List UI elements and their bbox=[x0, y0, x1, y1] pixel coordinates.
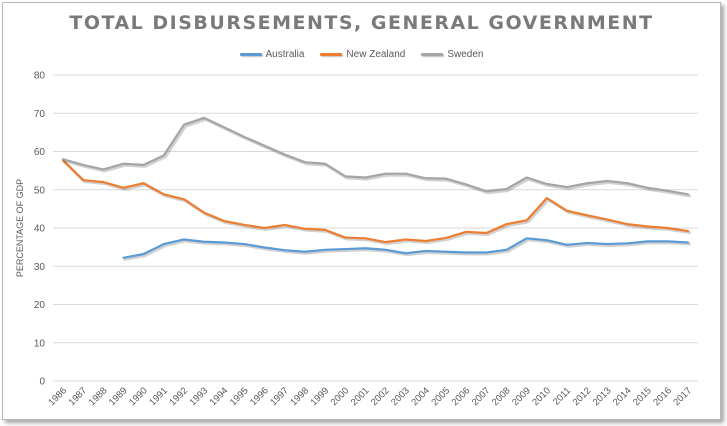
legend-item-australia: Australia bbox=[239, 49, 305, 60]
x-tick-label: 1988 bbox=[87, 385, 110, 408]
y-tick-label: 10 bbox=[34, 338, 46, 349]
chart-title: TOTAL DISBURSEMENTS, GENERAL GOVERNMENT bbox=[69, 12, 654, 34]
x-tick-label: 2016 bbox=[651, 385, 674, 408]
legend-swatch bbox=[239, 53, 262, 56]
chart-legend: Australia New Zealand Sweden bbox=[3, 48, 720, 60]
x-tick-label: 1999 bbox=[308, 385, 331, 408]
y-axis-label: PERCENTAGE OF GDP bbox=[15, 179, 25, 277]
x-tick-label: 1997 bbox=[268, 385, 291, 408]
series-shadow bbox=[123, 238, 691, 261]
legend-item-sweden: Sweden bbox=[421, 49, 483, 60]
legend-label: Australia bbox=[265, 49, 305, 60]
x-tick-label: 1990 bbox=[127, 385, 150, 408]
x-tick-label: 2001 bbox=[349, 385, 372, 408]
legend-label: New Zealand bbox=[346, 49, 406, 60]
x-tick-label: 1996 bbox=[248, 385, 271, 408]
y-tick-label: 30 bbox=[34, 262, 46, 273]
x-tick-label: 2013 bbox=[591, 385, 614, 408]
series-shadow bbox=[63, 117, 691, 198]
x-tick-label: 1991 bbox=[147, 385, 170, 408]
x-tick-label: 2014 bbox=[611, 385, 634, 408]
x-tick-label: 1989 bbox=[107, 385, 130, 408]
series-line-australia bbox=[122, 237, 690, 259]
x-tick-label: 2008 bbox=[490, 385, 513, 408]
y-tick-label: 20 bbox=[34, 300, 46, 311]
y-tick-label: 60 bbox=[34, 147, 46, 158]
x-tick-label: 2005 bbox=[429, 385, 452, 408]
series-line-new-zealand bbox=[61, 159, 690, 244]
y-tick-label: 80 bbox=[34, 71, 46, 82]
legend-swatch bbox=[320, 53, 343, 56]
y-tick-label: 40 bbox=[34, 224, 46, 235]
legend-label: Sweden bbox=[447, 49, 484, 60]
series-line-sweden bbox=[61, 116, 690, 196]
x-tick-label: 1993 bbox=[188, 385, 211, 408]
x-tick-label: 1986 bbox=[46, 385, 69, 408]
x-tick-label: 2010 bbox=[530, 385, 553, 408]
legend-item-new-zealand: New Zealand bbox=[320, 49, 405, 60]
x-tick-label: 2002 bbox=[369, 385, 392, 408]
x-tick-label: 2007 bbox=[470, 385, 493, 408]
y-tick-label: 70 bbox=[34, 109, 46, 120]
x-tick-label: 1995 bbox=[228, 385, 251, 408]
chart-frame: TOTAL DISBURSEMENTS, GENERAL GOVERNMENT … bbox=[2, 2, 721, 420]
x-tick-label: 2004 bbox=[409, 385, 432, 408]
x-tick-label: 2015 bbox=[631, 385, 654, 408]
series-shadow bbox=[63, 160, 691, 246]
x-tick-label: 1994 bbox=[208, 385, 231, 408]
y-tick-label: 50 bbox=[34, 185, 46, 196]
x-tick-label: 1992 bbox=[167, 385, 190, 408]
y-tick-label: 0 bbox=[39, 377, 45, 388]
x-tick-label: 2000 bbox=[329, 385, 352, 408]
x-tick-label: 2003 bbox=[389, 385, 412, 408]
x-tick-label: 2012 bbox=[571, 385, 594, 408]
x-tick-label: 2006 bbox=[450, 385, 473, 408]
x-tick-label: 2011 bbox=[551, 385, 573, 407]
x-tick-label: 2017 bbox=[671, 385, 694, 408]
legend-swatch bbox=[421, 53, 444, 56]
x-tick-label: 1987 bbox=[67, 385, 90, 408]
x-tick-label: 1998 bbox=[288, 385, 311, 408]
x-tick-label: 2009 bbox=[510, 385, 533, 408]
